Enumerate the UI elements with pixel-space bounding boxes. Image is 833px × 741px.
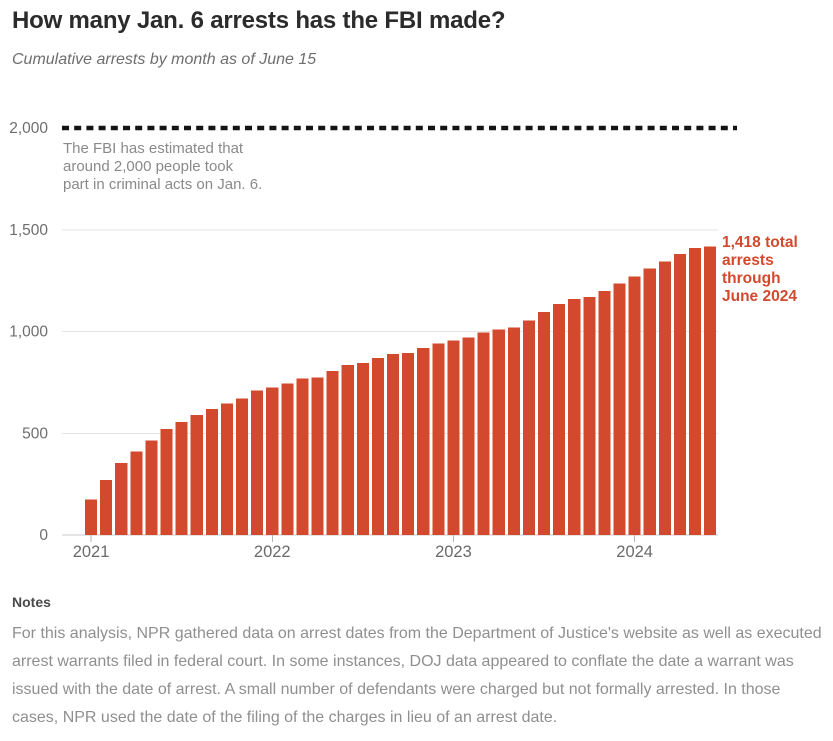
bar-mar-2022: [296, 378, 309, 535]
chart-subtitle: Cumulative arrests by month as of June 1…: [12, 51, 317, 68]
bar-nov-2022: [417, 347, 430, 535]
bar-may-2022: [326, 371, 339, 535]
bar-oct-2023: [583, 296, 596, 535]
y-axis-label-1,500: 1,500: [9, 222, 48, 239]
x-axis-label-2023: 2023: [435, 543, 472, 561]
fbi-estimate-annotation-line-3: part in criminal acts on Jan. 6.: [63, 176, 262, 193]
bar-mar-2021: [115, 462, 128, 535]
bar-aug-2023: [553, 304, 566, 535]
bar-jan-2023: [447, 340, 460, 535]
bar-aug-2022: [371, 358, 384, 535]
bar-oct-2021: [220, 403, 233, 535]
bar-jul-2021: [175, 422, 188, 535]
notes-heading: Notes: [12, 594, 51, 610]
total-arrests-annotation-line-4: June 2024: [722, 288, 797, 305]
y-axis-label-1,000: 1,000: [9, 324, 48, 341]
total-arrests-annotation-line-2: arrests: [722, 252, 774, 269]
bar-apr-2022: [311, 377, 324, 535]
bar-jan-2021: [85, 499, 98, 535]
bar-mar-2023: [477, 332, 490, 535]
bar-jul-2022: [356, 363, 369, 535]
bar-feb-2022: [281, 383, 294, 535]
bar-jun-2024: [704, 246, 717, 535]
bar-may-2024: [689, 248, 702, 535]
bar-mar-2024: [658, 261, 671, 535]
y-axis-label-2,000: 2,000: [9, 120, 48, 137]
bar-apr-2024: [673, 254, 686, 535]
notes-body: For this analysis, NPR gathered data on …: [12, 625, 822, 726]
x-axis-label-2022: 2022: [254, 543, 291, 561]
bar-feb-2021: [100, 480, 113, 535]
total-arrests-annotation-line-1: 1,418 total: [722, 234, 798, 251]
bar-aug-2021: [190, 414, 203, 535]
bar-nov-2021: [236, 398, 249, 535]
bar-jun-2022: [341, 365, 354, 535]
y-axis-label-500: 500: [22, 425, 48, 442]
bar-jun-2023: [522, 320, 535, 535]
bar-dec-2022: [432, 343, 445, 535]
bar-feb-2024: [643, 268, 656, 535]
bar-may-2023: [507, 327, 520, 535]
bar-feb-2023: [462, 337, 475, 535]
fbi-estimate-annotation-line-1: The FBI has estimated that: [63, 140, 244, 157]
bar-jun-2021: [160, 429, 173, 535]
bar-sep-2022: [387, 353, 400, 535]
bar-sep-2023: [568, 298, 581, 535]
bar-jan-2022: [266, 387, 279, 535]
total-arrests-annotation-line-3: through: [722, 270, 781, 287]
bar-dec-2023: [613, 283, 626, 535]
bar-may-2021: [145, 440, 158, 535]
bar-jul-2023: [538, 312, 551, 535]
bar-dec-2021: [251, 390, 264, 535]
cumulative-arrests-bar-chart: 0 500 1,000 1,500 2,000 2021 2022 2023 2024 The F…: [0, 95, 833, 565]
y-axis-label-0: 0: [39, 527, 48, 544]
bar-sep-2021: [205, 408, 218, 535]
chart-canvas: 0 500 1,000 1,500 2,000 2021 2022 2023 2024 The F…: [9, 120, 798, 561]
bar-apr-2021: [130, 451, 143, 535]
bar-oct-2022: [402, 352, 415, 535]
bar-jan-2024: [628, 276, 641, 535]
bar-nov-2023: [598, 290, 611, 535]
fbi-estimate-annotation-line-2: around 2,000 people took: [63, 158, 234, 175]
x-axis-label-2024: 2024: [616, 543, 653, 561]
bar-apr-2023: [492, 329, 505, 535]
page-title: How many Jan. 6 arrests has the FBI made…: [12, 7, 506, 34]
x-axis-label-2021: 2021: [73, 543, 110, 561]
